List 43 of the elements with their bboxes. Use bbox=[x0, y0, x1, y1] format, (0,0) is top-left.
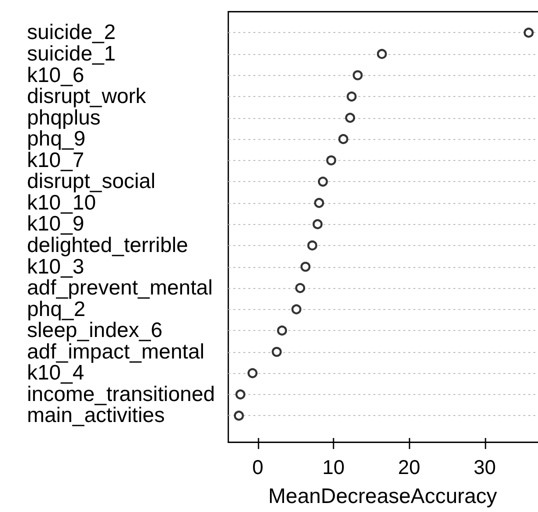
point bbox=[295, 283, 306, 294]
y-tick-label: k10_6 bbox=[27, 64, 84, 87]
point bbox=[235, 389, 246, 400]
x-tick-label: 20 bbox=[398, 457, 420, 479]
y-tick-label: sleep_index_6 bbox=[27, 319, 162, 342]
x-tick-label: 10 bbox=[322, 457, 345, 479]
y-tick-label: suicide_2 bbox=[27, 21, 116, 44]
y-tick-label: k10_3 bbox=[27, 255, 84, 278]
point bbox=[234, 410, 244, 421]
point bbox=[272, 346, 282, 357]
point bbox=[352, 70, 363, 80]
point bbox=[248, 368, 258, 378]
point bbox=[314, 198, 324, 208]
x-tick-label: 0 bbox=[252, 457, 264, 479]
point bbox=[291, 304, 302, 314]
y-tick-label: disrupt_work bbox=[27, 85, 147, 108]
y-tick-label: k10_9 bbox=[27, 212, 84, 236]
point bbox=[277, 326, 288, 336]
point bbox=[345, 112, 356, 123]
y-tick-label: suicide_1 bbox=[27, 42, 116, 66]
point bbox=[376, 48, 387, 59]
y-tick-label: phq_9 bbox=[27, 128, 86, 151]
y-tick-label: k10_7 bbox=[27, 148, 84, 172]
y-tick-label: main_activities bbox=[27, 404, 165, 428]
point bbox=[307, 240, 318, 250]
y-tick-label: adf_impact_mental bbox=[27, 340, 204, 364]
point bbox=[524, 28, 534, 38]
y-tick-label: income_transitioned bbox=[27, 382, 215, 406]
y-tick-label: disrupt_social bbox=[27, 170, 156, 194]
point bbox=[318, 176, 328, 187]
x-axis-title: MeanDecreaseAccuracy bbox=[268, 485, 498, 508]
y-tick-label: k10_4 bbox=[27, 362, 85, 385]
y-tick-label: adf_prevent_mental bbox=[27, 276, 213, 300]
point bbox=[326, 155, 336, 166]
point bbox=[346, 92, 357, 102]
y-tick-label: k10_10 bbox=[27, 191, 96, 214]
y-tick-label: phq_2 bbox=[27, 298, 86, 321]
y-tick-label: phqplus bbox=[27, 106, 101, 130]
point bbox=[338, 134, 348, 144]
point bbox=[300, 262, 310, 272]
y-tick-label: delighted_terrible bbox=[27, 234, 188, 257]
point bbox=[312, 219, 323, 230]
x-tick-label: 30 bbox=[474, 457, 496, 479]
